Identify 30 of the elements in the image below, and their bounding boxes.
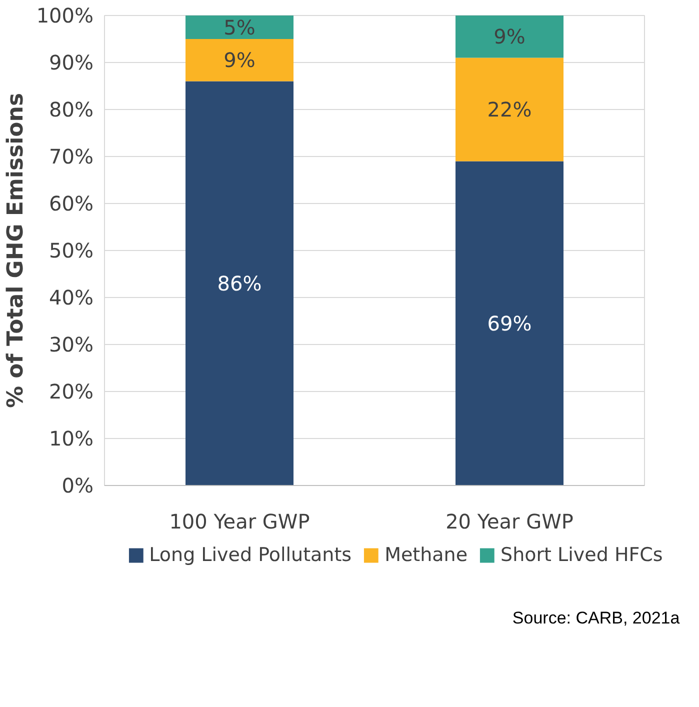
x-tick-label: 20 Year GWP bbox=[446, 510, 574, 534]
y-tick-label: 60% bbox=[49, 192, 94, 216]
x-tick-label: 100 Year GWP bbox=[169, 510, 310, 534]
bar bbox=[456, 58, 564, 162]
bar bbox=[456, 161, 564, 486]
data-label: 5% bbox=[224, 15, 256, 40]
bar bbox=[186, 81, 294, 486]
y-tick-label: 0% bbox=[62, 474, 94, 498]
y-tick-label: 70% bbox=[49, 144, 94, 168]
y-axis-title: % of Total GHG Emissions bbox=[3, 92, 28, 408]
y-tick-label: 20% bbox=[49, 380, 94, 404]
bar bbox=[186, 16, 294, 39]
data-label: 22% bbox=[487, 98, 532, 122]
legend-label: Methane bbox=[384, 544, 468, 566]
y-tick-label: 30% bbox=[49, 332, 94, 356]
y-tick-label: 50% bbox=[49, 238, 94, 262]
y-tick-label: 100% bbox=[36, 4, 94, 28]
y-tick-label: 10% bbox=[49, 426, 94, 450]
data-label: 69% bbox=[487, 311, 532, 336]
legend-label: Short Lived HFCs bbox=[500, 544, 663, 566]
source-note: Source: CARB, 2021a bbox=[512, 608, 680, 628]
data-label: 9% bbox=[224, 48, 256, 72]
bar bbox=[456, 16, 564, 58]
data-label: 9% bbox=[494, 24, 526, 49]
data-label: 86% bbox=[217, 271, 262, 296]
y-tick-label: 80% bbox=[49, 98, 94, 122]
y-tick-label: 90% bbox=[49, 50, 94, 74]
bar bbox=[186, 39, 294, 82]
legend-label: Long Lived Pollutants bbox=[149, 544, 352, 566]
y-tick-label: 40% bbox=[49, 286, 94, 310]
